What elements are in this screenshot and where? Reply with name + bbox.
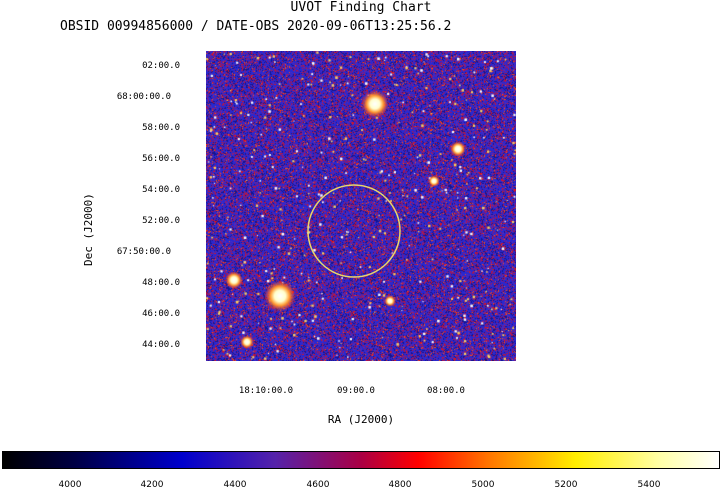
dec-tick-label: 58:00.0 [142, 123, 180, 133]
sky-canvas [206, 51, 516, 361]
dec-tick-label: 44:00.0 [142, 340, 180, 350]
chart-subtitle: OBSID 00994856000 / DATE-OBS 2020-09-06T… [60, 19, 452, 34]
colorbar-tick-label: 4800 [388, 480, 412, 490]
dec-tick-label: 56:00.0 [142, 154, 180, 164]
sky-field-image [206, 51, 516, 361]
colorbar-tick-label: 4400 [223, 480, 247, 490]
overlay-svg [307, 184, 401, 278]
dec-tick-label: 46:00.0 [142, 309, 180, 319]
colorbar-tick-label: 4200 [140, 480, 164, 490]
dec-tick-label: 54:00.0 [142, 185, 180, 195]
ra-tick-label: 18:10:00.0 [238, 386, 294, 396]
colorbar-tick-label: 5000 [471, 480, 495, 490]
colorbar [2, 451, 720, 469]
colorbar-tick-label: 5200 [554, 480, 578, 490]
dec-tick-label: 67:50:00.0 [116, 247, 171, 257]
dec-tick-label: 52:00.0 [142, 216, 180, 226]
x-axis-label: RA (J2000) [327, 413, 395, 426]
dec-tick-label: 68:00:00.0 [116, 92, 171, 102]
colorbar-tick-label: 5400 [637, 480, 661, 490]
ra-tick-label: 08:00.0 [427, 386, 465, 396]
colorbar-tick-label: 4600 [306, 480, 330, 490]
chart-title: UVOT Finding Chart [290, 0, 432, 15]
colorbar-tick-label: 4000 [58, 480, 82, 490]
ra-tick-label: 09:00.0 [337, 386, 375, 396]
dec-tick-label: 48:00.0 [142, 278, 180, 288]
dec-tick-label: 02:00.0 [142, 61, 180, 71]
y-axis-label: Dec (J2000) [82, 193, 95, 266]
source-region-circle [307, 184, 401, 278]
